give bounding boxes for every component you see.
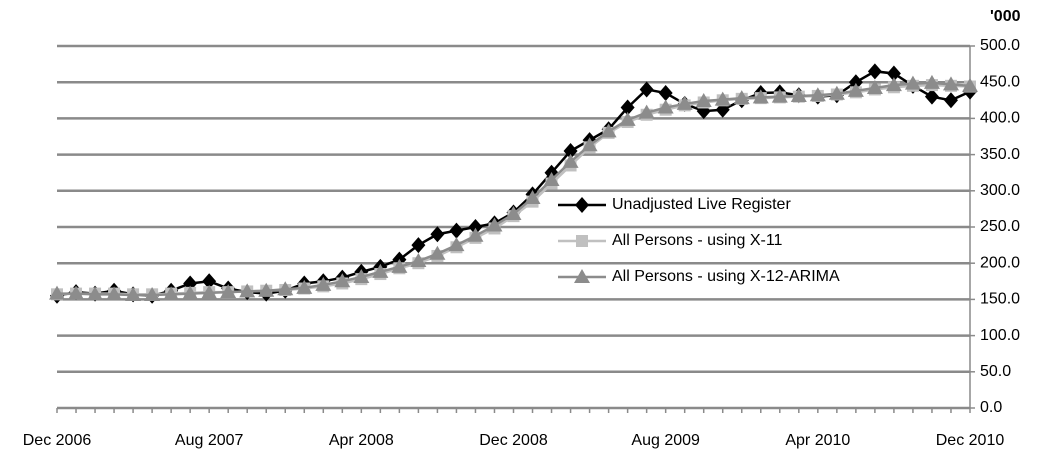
data-point (885, 77, 902, 92)
data-point (543, 171, 560, 186)
data-point (600, 123, 617, 138)
data-point (809, 87, 826, 102)
data-point (220, 284, 237, 299)
data-point (562, 153, 579, 168)
data-point (315, 276, 332, 291)
data-point (657, 99, 674, 114)
data-point (638, 104, 655, 119)
legend-marker (574, 269, 590, 283)
x-tick-label: Apr 2010 (785, 432, 850, 449)
data-point (296, 279, 313, 294)
y-tick-label: 100.0 (980, 327, 1020, 344)
data-point (430, 226, 445, 243)
data-point (201, 284, 218, 299)
y-tick-label: 500.0 (980, 37, 1020, 54)
y-unit-label: '000 (990, 8, 1021, 25)
data-point (886, 65, 901, 82)
legend-label: Unadjusted Live Register (612, 196, 791, 213)
data-point (372, 263, 389, 278)
data-point (49, 285, 65, 300)
data-point (676, 95, 693, 110)
y-tick-label: 0.0 (980, 399, 1002, 416)
data-point (847, 82, 864, 97)
data-point (467, 227, 484, 242)
data-point (505, 205, 522, 220)
data-point (904, 75, 921, 90)
data-point (334, 273, 351, 288)
y-tick-label: 250.0 (980, 218, 1020, 235)
x-tick-label: Dec 2010 (936, 432, 1005, 449)
legend-label: All Persons - using X-11 (612, 232, 783, 249)
data-point (429, 245, 446, 260)
data-point (563, 142, 578, 159)
y-tick-label: 150.0 (980, 291, 1020, 308)
data-point (733, 90, 750, 105)
y-tick-label: 300.0 (980, 182, 1020, 199)
data-point (239, 283, 256, 298)
data-point (486, 217, 503, 232)
data-point (202, 273, 217, 290)
data-point (619, 111, 636, 126)
data-point (182, 285, 199, 300)
data-point (163, 286, 180, 301)
data-point (449, 222, 464, 239)
data-point (524, 190, 541, 205)
data-point (866, 79, 883, 94)
data-point (848, 74, 863, 91)
data-point (867, 63, 882, 80)
data-point (924, 88, 939, 105)
data-point (790, 87, 807, 102)
data-point (391, 258, 408, 273)
x-tick-label: Aug 2009 (631, 432, 700, 449)
y-tick-label: 350.0 (980, 146, 1020, 163)
legend-marker (576, 235, 588, 247)
legend-marker (575, 197, 589, 213)
data-point (448, 237, 465, 252)
x-tick-label: Aug 2007 (175, 432, 244, 449)
data-point (639, 81, 654, 98)
data-point (106, 286, 123, 301)
data-point (353, 268, 370, 283)
x-tick-label: Dec 2006 (23, 432, 92, 449)
data-point (771, 88, 788, 103)
y-tick-label: 400.0 (980, 110, 1020, 127)
data-point (410, 253, 427, 268)
legend-label: All Persons - using X-12-ARIMA (612, 268, 840, 285)
data-point (468, 219, 483, 235)
data-point (962, 77, 978, 92)
data-point (144, 287, 161, 302)
data-point (581, 137, 598, 152)
data-point (68, 285, 85, 300)
y-tick-label: 450.0 (980, 73, 1020, 90)
data-point (942, 76, 959, 91)
data-point (752, 89, 769, 104)
x-tick-label: Dec 2008 (479, 432, 548, 449)
data-point (658, 85, 673, 102)
data-point (277, 281, 294, 296)
data-point (943, 92, 958, 109)
data-point (923, 74, 940, 89)
data-point (87, 286, 104, 301)
data-point (828, 85, 845, 100)
y-tick-label: 200.0 (980, 254, 1020, 271)
y-tick-label: 50.0 (980, 363, 1011, 380)
data-point (695, 93, 712, 108)
data-point (411, 237, 426, 254)
data-point (714, 91, 731, 106)
data-point (258, 282, 275, 297)
data-point (620, 99, 635, 116)
x-tick-label: Apr 2008 (329, 432, 394, 449)
data-point (125, 287, 142, 302)
